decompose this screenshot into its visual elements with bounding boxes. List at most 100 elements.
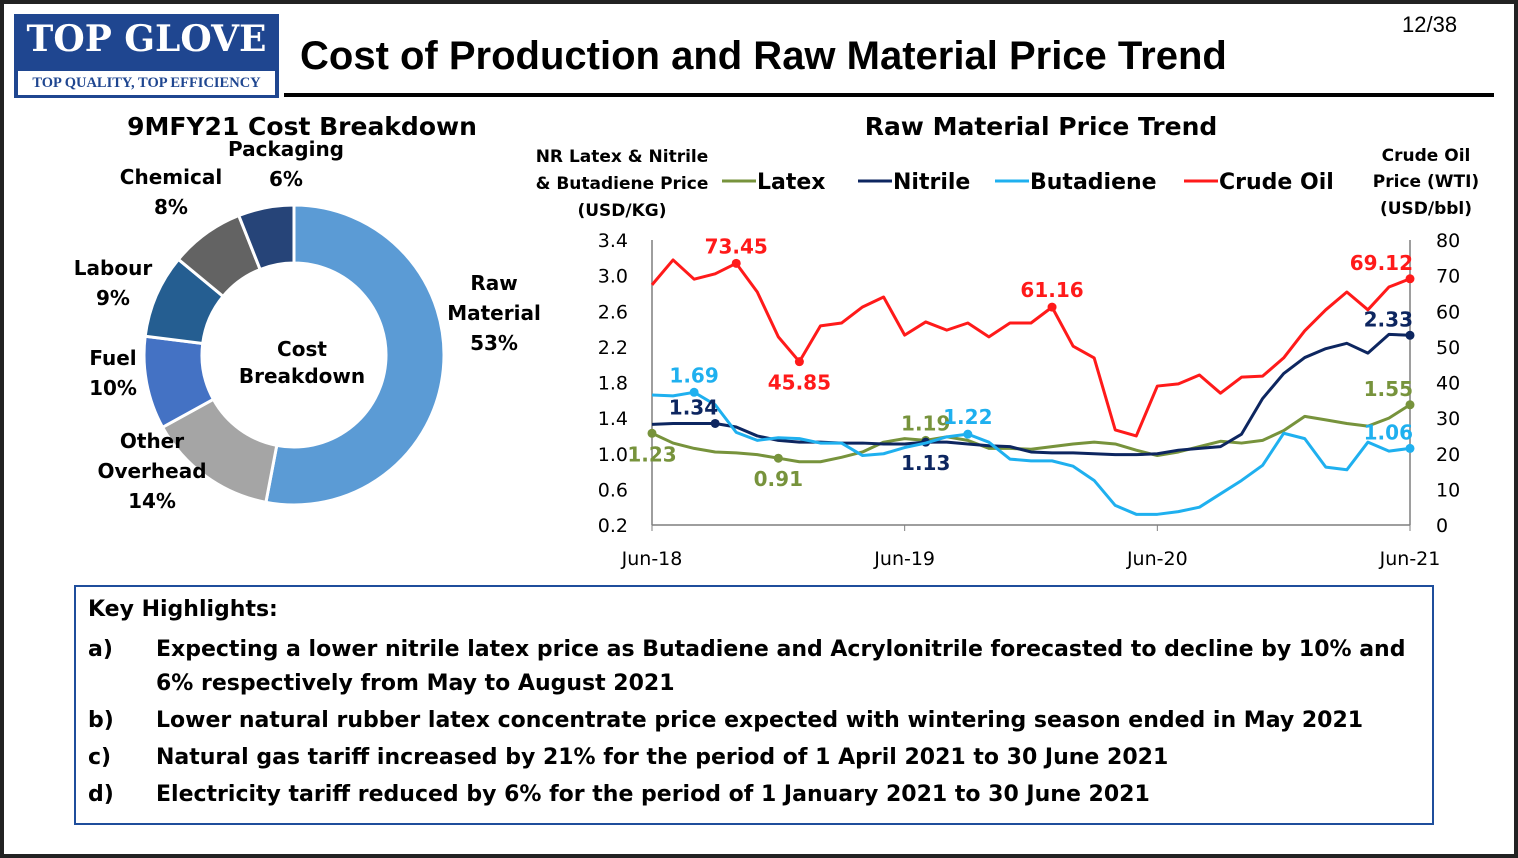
left-y-tick-label: 2.6: [598, 301, 628, 323]
right-y-tick-label: 80: [1436, 230, 1460, 252]
highlight-text: Natural gas tariff increased by 21% for …: [156, 745, 1169, 770]
data-point-marker: [731, 258, 741, 268]
data-point-marker: [689, 387, 699, 397]
right-axis-label-line: Crude Oil: [1382, 146, 1471, 166]
data-label: 2.33: [1364, 307, 1413, 331]
left-y-tick-label: 0.2: [598, 515, 628, 537]
legend-label: Nitrile: [893, 170, 970, 195]
right-axis-label: Crude Oil Price (WTI) (USD/bbl): [1373, 146, 1479, 219]
right-y-tick-label: 0: [1436, 515, 1448, 537]
cost-breakdown-donut: Raw Material 53% Other Overhead 14% Fuel 10% Lab…: [74, 137, 541, 513]
slice-percent-label: 8%: [154, 195, 188, 219]
charts-canvas: 9MFY21 Cost Breakdown Raw Material 53% Othe…: [74, 112, 1479, 570]
slice-name-label: Labour: [74, 256, 153, 280]
logo-main-text: TOP GLOVE: [26, 18, 267, 60]
data-point-marker: [647, 428, 657, 438]
slice-percent-label: 6%: [269, 167, 303, 191]
legend-label: Butadiene: [1030, 170, 1157, 195]
slice-name-label: Material: [447, 301, 541, 325]
highlight-letter: a): [88, 637, 113, 662]
data-point-marker: [1405, 443, 1415, 453]
donut-center-label-1: Cost: [277, 337, 327, 361]
slice-name-label: Other: [120, 429, 184, 453]
left-y-tick-label: 2.2: [598, 337, 628, 359]
right-y-tick-label: 50: [1436, 337, 1460, 359]
donut-center-label-2: Breakdown: [239, 364, 365, 388]
data-point-marker: [1405, 274, 1415, 284]
right-axis-label-line: Price (WTI): [1373, 172, 1479, 192]
highlights-title: Key Highlights:: [88, 597, 278, 622]
donut-title: 9MFY21 Cost Breakdown: [127, 112, 477, 141]
x-tick-label: Jun-21: [1379, 548, 1441, 570]
right-y-tick-label: 40: [1436, 373, 1460, 395]
title-underline: [284, 93, 1494, 97]
highlight-text: Expecting a lower nitrile latex price as…: [156, 637, 1406, 696]
data-label: 69.12: [1350, 251, 1413, 275]
data-label: 1.06: [1364, 420, 1413, 444]
right-y-tick-label: 60: [1436, 301, 1460, 323]
data-label: 1.13: [901, 451, 950, 475]
slice-percent-label: 53%: [470, 331, 518, 355]
data-point-marker: [1047, 302, 1057, 312]
left-axis-label-line: & Butadiene Price: [536, 174, 709, 194]
left-y-tick-label: 3.0: [598, 266, 628, 288]
data-point-marker: [1405, 400, 1415, 410]
data-point-marker: [794, 357, 804, 367]
chart-lines: [647, 258, 1415, 516]
highlight-text: Lower natural rubber latex concentrate p…: [156, 708, 1364, 733]
data-label: 1.34: [669, 395, 718, 419]
legend-label: Crude Oil: [1219, 170, 1334, 195]
key-highlights-box: Key Highlights: a) Expecting a lower nit…: [74, 585, 1434, 825]
page-number: 12/38: [1402, 12, 1458, 37]
slice-name-label: Fuel: [89, 346, 136, 370]
data-label: 73.45: [705, 234, 768, 258]
data-label: 1.22: [943, 405, 992, 429]
right-y-tick-label: 20: [1436, 444, 1460, 466]
logo-tagline: TOP QUALITY, TOP EFFICIENCY: [18, 71, 275, 95]
data-label: 1.23: [627, 442, 676, 466]
x-tick-label: Jun-18: [621, 548, 683, 570]
slice-percent-label: 9%: [96, 286, 130, 310]
left-y-tick-label: 1.8: [598, 373, 628, 395]
data-label: 1.19: [901, 411, 950, 435]
x-tick-label: Jun-19: [873, 548, 935, 570]
right-y-tick-label: 30: [1436, 408, 1460, 430]
series-line-crude-oil: [650, 258, 1411, 438]
slice-name-label: Overhead: [97, 459, 206, 483]
data-label: 1.55: [1364, 377, 1413, 401]
data-label: 1.69: [669, 363, 718, 387]
data-point-marker: [710, 418, 720, 428]
slice-name-label: Raw: [470, 271, 517, 295]
series-line-nitrile: [651, 332, 1411, 457]
left-y-tick-label: 1.4: [598, 408, 628, 430]
left-axis-label-line: NR Latex & Nitrile: [536, 147, 709, 167]
data-point-marker: [773, 453, 783, 463]
highlight-text: Electricity tariff reduced by 6% for the…: [156, 782, 1150, 807]
donut-slice: [236, 203, 296, 272]
line-chart-title: Raw Material Price Trend: [865, 112, 1218, 141]
left-y-tick-label: 3.4: [598, 230, 628, 252]
left-y-tick-label: 0.6: [598, 479, 628, 501]
data-labels: 1.23 0.91 1.19 1.55 1.34 1.13 2.33 1.69 1.22 1.06…: [627, 234, 1413, 491]
x-tick-label: Jun-20: [1126, 548, 1188, 570]
highlight-letter: c): [88, 745, 112, 770]
left-axis-label-line: (USD/KG): [577, 201, 666, 221]
right-y-tick-label: 70: [1436, 266, 1460, 288]
data-point-marker: [1405, 330, 1415, 340]
top-glove-logo: TOP GLOVE TOP QUALITY, TOP EFFICIENCY: [14, 14, 279, 98]
right-axis-label-line: (USD/bbl): [1380, 199, 1472, 219]
slice-name-label: Packaging: [228, 137, 344, 161]
chart-axes: 3.4 3.0 2.6 2.2 1.8 1.4 1.0 0.6 0.2 80 70 60 50 40 30 2…: [598, 230, 1460, 570]
slice-name-label: Chemical: [120, 165, 222, 189]
left-axis-label: NR Latex & Nitrile & Butadiene Price (US…: [536, 147, 709, 221]
page-title: Cost of Production and Raw Material Pric…: [300, 34, 1227, 78]
data-label: 61.16: [1020, 278, 1083, 302]
data-label: 0.91: [754, 467, 803, 491]
left-y-tick-label: 1.0: [598, 444, 628, 466]
highlight-letter: d): [88, 782, 114, 807]
highlight-letter: b): [88, 708, 114, 733]
slice-percent-label: 14%: [128, 489, 176, 513]
data-point-marker: [963, 429, 973, 439]
chart-legend: Latex Nitrile Butadiene Crude Oil: [722, 170, 1334, 195]
